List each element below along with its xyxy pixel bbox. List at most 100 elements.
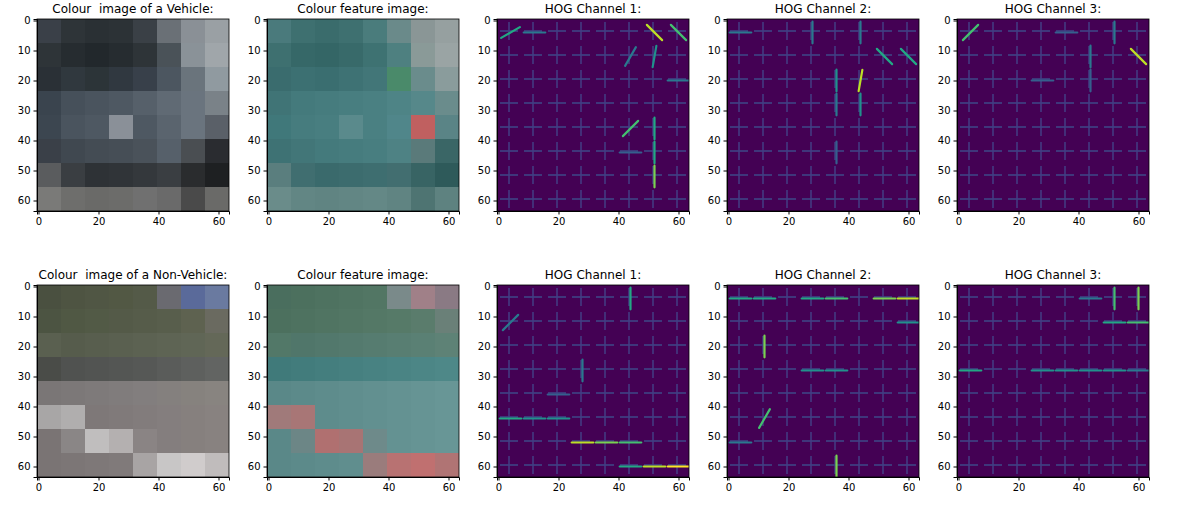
pixel-cell: [181, 187, 206, 211]
hog-texture-line: [628, 408, 630, 426]
pixel-cell: [411, 381, 436, 406]
panel: 02040600102030405060HOG Channel 1:: [478, 2, 690, 227]
pixel-cell: [363, 163, 388, 188]
y-tick: 50: [708, 165, 727, 176]
hog-texture-line: [532, 190, 534, 208]
x-tick: 40: [843, 211, 856, 227]
pixel-cell: [435, 163, 459, 188]
hog-texture-line: [532, 408, 534, 426]
hog-texture-line: [532, 384, 534, 402]
pixel-cell: [133, 139, 158, 164]
x-tick-mark: [729, 211, 730, 215]
hog-texture-line: [1064, 384, 1066, 402]
x-tick-label: 0: [496, 482, 502, 493]
x-tick: 20: [783, 211, 796, 227]
y-axis: 0102030405060: [248, 281, 268, 477]
hog-texture-line: [604, 336, 606, 354]
y-tick: 0: [944, 281, 957, 292]
hog-stroke: [898, 321, 919, 323]
y-tick: 30: [938, 371, 957, 382]
x-tick-label: 0: [36, 482, 42, 493]
x-tick-mark: [1139, 211, 1140, 215]
y-tick: 30: [248, 105, 267, 116]
hog-texture-line: [1136, 408, 1138, 426]
figure: 02040600102030405060Colour image of a Ve…: [0, 0, 1181, 515]
y-tick-label: 40: [708, 401, 721, 412]
hog-texture-line: [676, 312, 678, 330]
hog-stroke: [826, 369, 848, 371]
hog-texture-line: [1064, 432, 1066, 450]
x-tick: 60: [443, 477, 456, 493]
y-tick: 40: [248, 135, 267, 146]
hog-texture-line: [810, 312, 812, 330]
hog-texture-line: [968, 384, 970, 402]
x-tick-mark: [449, 211, 450, 215]
hog-texture-line: [810, 336, 812, 354]
pixel-cell: [181, 43, 206, 68]
hog-stroke: [500, 417, 522, 419]
hog-texture-line: [508, 360, 510, 378]
x-axis: 0204060: [496, 477, 690, 493]
hog-texture-line: [1016, 118, 1018, 136]
hog-stroke: [647, 25, 662, 40]
y-tick-label: 50: [938, 165, 951, 176]
hog-texture-line: [556, 70, 558, 88]
x-tick: 40: [383, 477, 396, 493]
y-tick-label: 60: [248, 195, 261, 206]
y-tick: 20: [478, 75, 497, 86]
y-tick-mark: [954, 141, 958, 142]
pixel-cell: [315, 333, 340, 358]
pixel-cell: [387, 91, 412, 116]
pixel-cell: [133, 91, 158, 116]
y-tick: 60: [478, 195, 497, 206]
hog-texture-line: [508, 408, 510, 426]
hog-texture-line: [1040, 118, 1042, 136]
panel-title: Colour image of a Vehicle:: [52, 2, 213, 16]
x-tick-mark: [449, 477, 450, 481]
hog-texture-line: [604, 70, 606, 88]
y-tick-label: 0: [24, 281, 30, 292]
pixel-cell: [205, 139, 229, 164]
hog-texture-line: [762, 190, 764, 208]
y-tick: 0: [254, 15, 267, 26]
hog-texture-line: [882, 312, 884, 330]
y-tick: 10: [938, 311, 957, 322]
hog-texture-line: [556, 94, 558, 112]
hog-texture-line: [1136, 118, 1138, 136]
x-tick-mark: [1139, 477, 1140, 481]
x-tick-label: 20: [783, 216, 796, 227]
x-tick: 60: [903, 477, 916, 493]
pixel-cell: [205, 67, 229, 92]
pixel-cell: [267, 381, 292, 406]
hog-stroke: [1056, 369, 1078, 371]
hog-texture-line: [1136, 142, 1138, 160]
hog-texture-line: [1040, 22, 1042, 40]
pixel-cell: [85, 187, 110, 211]
pixel-cell: [315, 19, 340, 44]
hog-texture-line: [556, 118, 558, 136]
y-tick-label: 50: [18, 165, 31, 176]
pixel-cell: [37, 333, 62, 358]
hog-texture-line: [676, 166, 678, 184]
pixel-cell: [109, 115, 134, 140]
hog-texture-line: [786, 46, 788, 64]
hog-texture-line: [810, 190, 812, 208]
x-axis-line: [498, 478, 690, 481]
pixel-cell: [387, 163, 412, 188]
y-tick: 0: [714, 281, 727, 292]
y-tick: 40: [478, 401, 497, 412]
hog-texture-line: [508, 456, 510, 474]
x-tick-label: 20: [783, 482, 796, 493]
y-tick-mark: [954, 467, 958, 468]
x-tick: 20: [323, 477, 336, 493]
hog-texture-line: [906, 432, 908, 450]
pixel-cell: [205, 115, 229, 140]
x-tick: 0: [36, 477, 42, 493]
hog-texture: [500, 288, 686, 474]
x-tick: 20: [553, 211, 566, 227]
hog-texture-line: [968, 456, 970, 474]
hog-texture-line: [580, 70, 582, 88]
plot-area: [267, 19, 459, 211]
hog-texture-line: [882, 118, 884, 136]
plot-area: [497, 285, 689, 477]
